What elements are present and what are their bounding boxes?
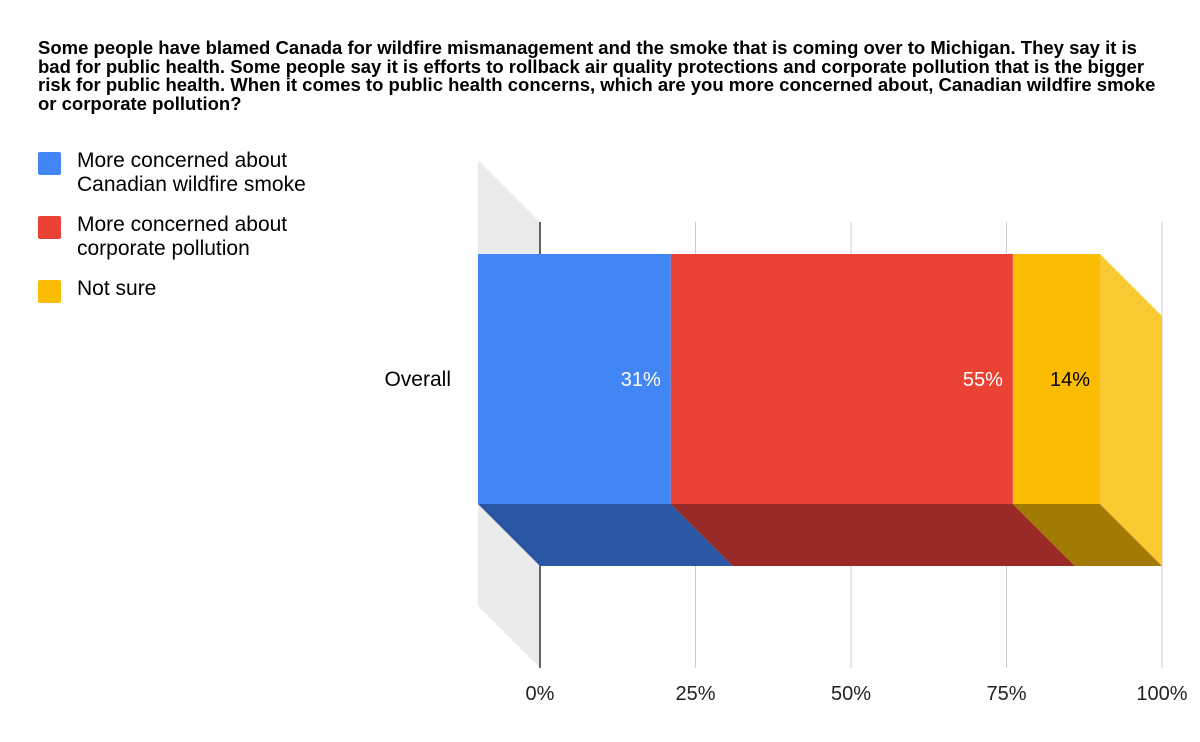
legend-label-pollution: More concerned about corporate pollution bbox=[77, 213, 288, 260]
bar-end-face bbox=[1100, 254, 1162, 566]
bar-segment bbox=[670, 254, 1013, 504]
x-tick-label: 75% bbox=[986, 683, 1026, 705]
bar-segment bbox=[1012, 254, 1100, 504]
data-label: 14% bbox=[1050, 369, 1090, 391]
legend-label-wildfire: More concerned about Canadian wildfire s… bbox=[77, 149, 306, 196]
x-tick-label: 0% bbox=[526, 683, 555, 705]
bar-bottom-face bbox=[478, 504, 733, 566]
data-label: 55% bbox=[963, 369, 1003, 391]
x-tick-label: 50% bbox=[831, 683, 871, 705]
legend-swatch-pollution bbox=[38, 216, 61, 239]
category-label: Overall bbox=[384, 368, 451, 391]
legend-swatch-not-sure bbox=[38, 280, 61, 303]
bar-segment bbox=[478, 254, 671, 504]
legend-item-pollution: More concerned about corporate pollution bbox=[38, 213, 338, 261]
legend: More concerned about Canadian wildfire s… bbox=[38, 149, 338, 317]
x-tick-label: 100% bbox=[1136, 683, 1187, 705]
legend-item-not-sure: Not sure bbox=[38, 277, 338, 303]
bar-bottom-face bbox=[670, 504, 1075, 566]
legend-item-wildfire: More concerned about Canadian wildfire s… bbox=[38, 149, 338, 197]
legend-label-not-sure: Not sure bbox=[77, 277, 157, 300]
bar-bottom-face bbox=[1012, 504, 1162, 566]
chart-title: Some people have blamed Canada for wildf… bbox=[38, 37, 1156, 114]
x-tick-label: 25% bbox=[675, 683, 715, 705]
legend-swatch-wildfire bbox=[38, 152, 61, 175]
data-label: 31% bbox=[621, 369, 661, 391]
